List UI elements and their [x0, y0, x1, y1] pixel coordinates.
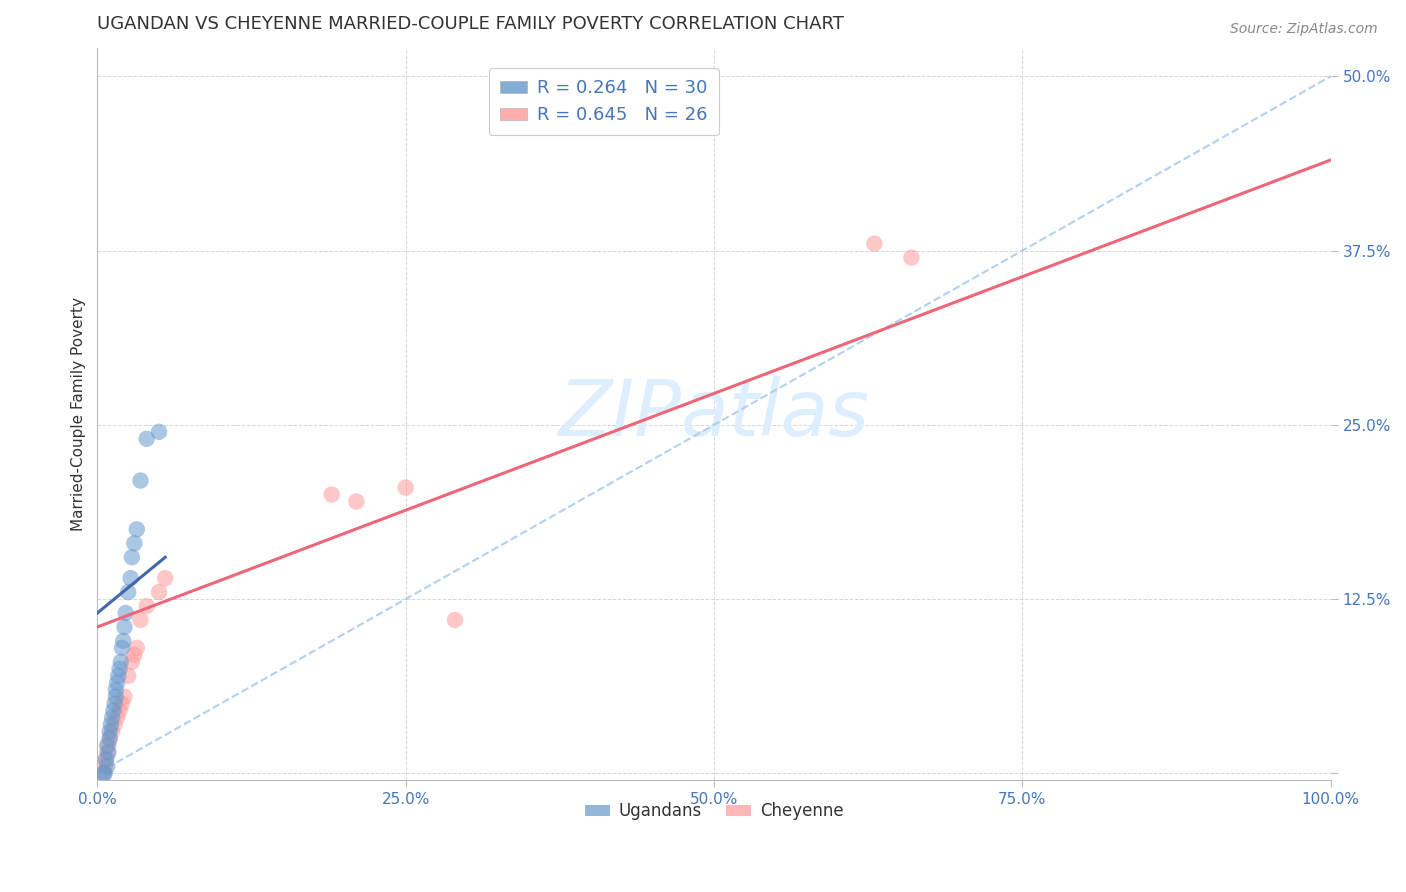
Point — [148, 425, 170, 439]
Point — [97, 739, 120, 753]
Point — [124, 648, 146, 662]
Point — [114, 606, 136, 620]
Point — [101, 710, 124, 724]
Point — [153, 571, 176, 585]
Legend: Ugandans, Cheyenne: Ugandans, Cheyenne — [578, 796, 851, 827]
Point — [112, 633, 135, 648]
Point — [104, 717, 127, 731]
Point — [96, 759, 118, 773]
Point — [114, 620, 136, 634]
Text: ZIPatlas: ZIPatlas — [558, 376, 869, 452]
Point — [94, 759, 117, 773]
Point — [104, 682, 127, 697]
Point — [395, 481, 418, 495]
Point — [135, 599, 157, 613]
Point — [105, 675, 128, 690]
Point — [94, 766, 117, 780]
Point — [96, 739, 118, 753]
Point — [98, 731, 121, 746]
Point — [107, 669, 129, 683]
Point — [125, 640, 148, 655]
Point — [444, 613, 467, 627]
Point — [124, 536, 146, 550]
Point — [117, 669, 139, 683]
Point — [100, 717, 122, 731]
Point — [96, 746, 118, 760]
Point — [104, 697, 127, 711]
Point — [125, 522, 148, 536]
Point — [148, 585, 170, 599]
Point — [94, 752, 117, 766]
Point — [344, 494, 367, 508]
Point — [121, 655, 143, 669]
Point — [104, 690, 127, 704]
Point — [103, 704, 125, 718]
Point — [114, 690, 136, 704]
Point — [93, 766, 115, 780]
Point — [108, 704, 131, 718]
Point — [111, 640, 134, 655]
Point — [105, 710, 128, 724]
Text: UGANDAN VS CHEYENNE MARRIED-COUPLE FAMILY POVERTY CORRELATION CHART: UGANDAN VS CHEYENNE MARRIED-COUPLE FAMIL… — [97, 15, 844, 33]
Point — [108, 662, 131, 676]
Point — [98, 731, 121, 746]
Point — [93, 766, 115, 780]
Point — [94, 752, 117, 766]
Point — [121, 550, 143, 565]
Point — [97, 746, 120, 760]
Point — [321, 487, 343, 501]
Point — [129, 613, 152, 627]
Point — [135, 432, 157, 446]
Point — [101, 724, 124, 739]
Y-axis label: Married-Couple Family Poverty: Married-Couple Family Poverty — [72, 297, 86, 532]
Point — [863, 236, 886, 251]
Point — [129, 474, 152, 488]
Point — [98, 724, 121, 739]
Point — [110, 655, 132, 669]
Point — [900, 251, 922, 265]
Point — [111, 697, 134, 711]
Point — [120, 571, 142, 585]
Point — [117, 585, 139, 599]
Text: Source: ZipAtlas.com: Source: ZipAtlas.com — [1230, 22, 1378, 37]
